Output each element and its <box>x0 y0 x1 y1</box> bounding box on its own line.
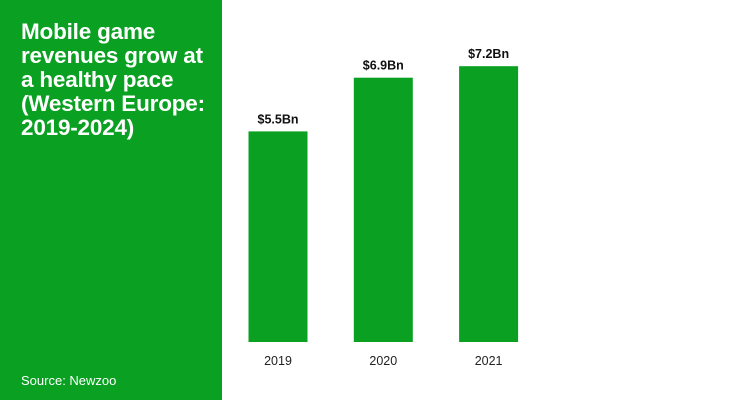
x-tick-label-2019: 2019 <box>264 354 292 368</box>
x-tick-label-2020: 2020 <box>369 354 397 368</box>
bar-2021 <box>459 66 519 342</box>
data-label-2020: $6.9Bn <box>363 59 404 73</box>
title-panel: Mobile game revenues grow at a healthy p… <box>0 0 222 400</box>
chart-title: Mobile game revenues grow at a healthy p… <box>21 19 205 140</box>
data-label-2021: $7.2Bn <box>468 47 509 61</box>
chart-source: Source: Newzoo <box>21 373 117 388</box>
bar-2019 <box>248 131 308 342</box>
data-label-2019: $5.5Bn <box>258 112 299 126</box>
bar-2020 <box>353 77 413 342</box>
x-tick-label-2021: 2021 <box>475 354 503 368</box>
